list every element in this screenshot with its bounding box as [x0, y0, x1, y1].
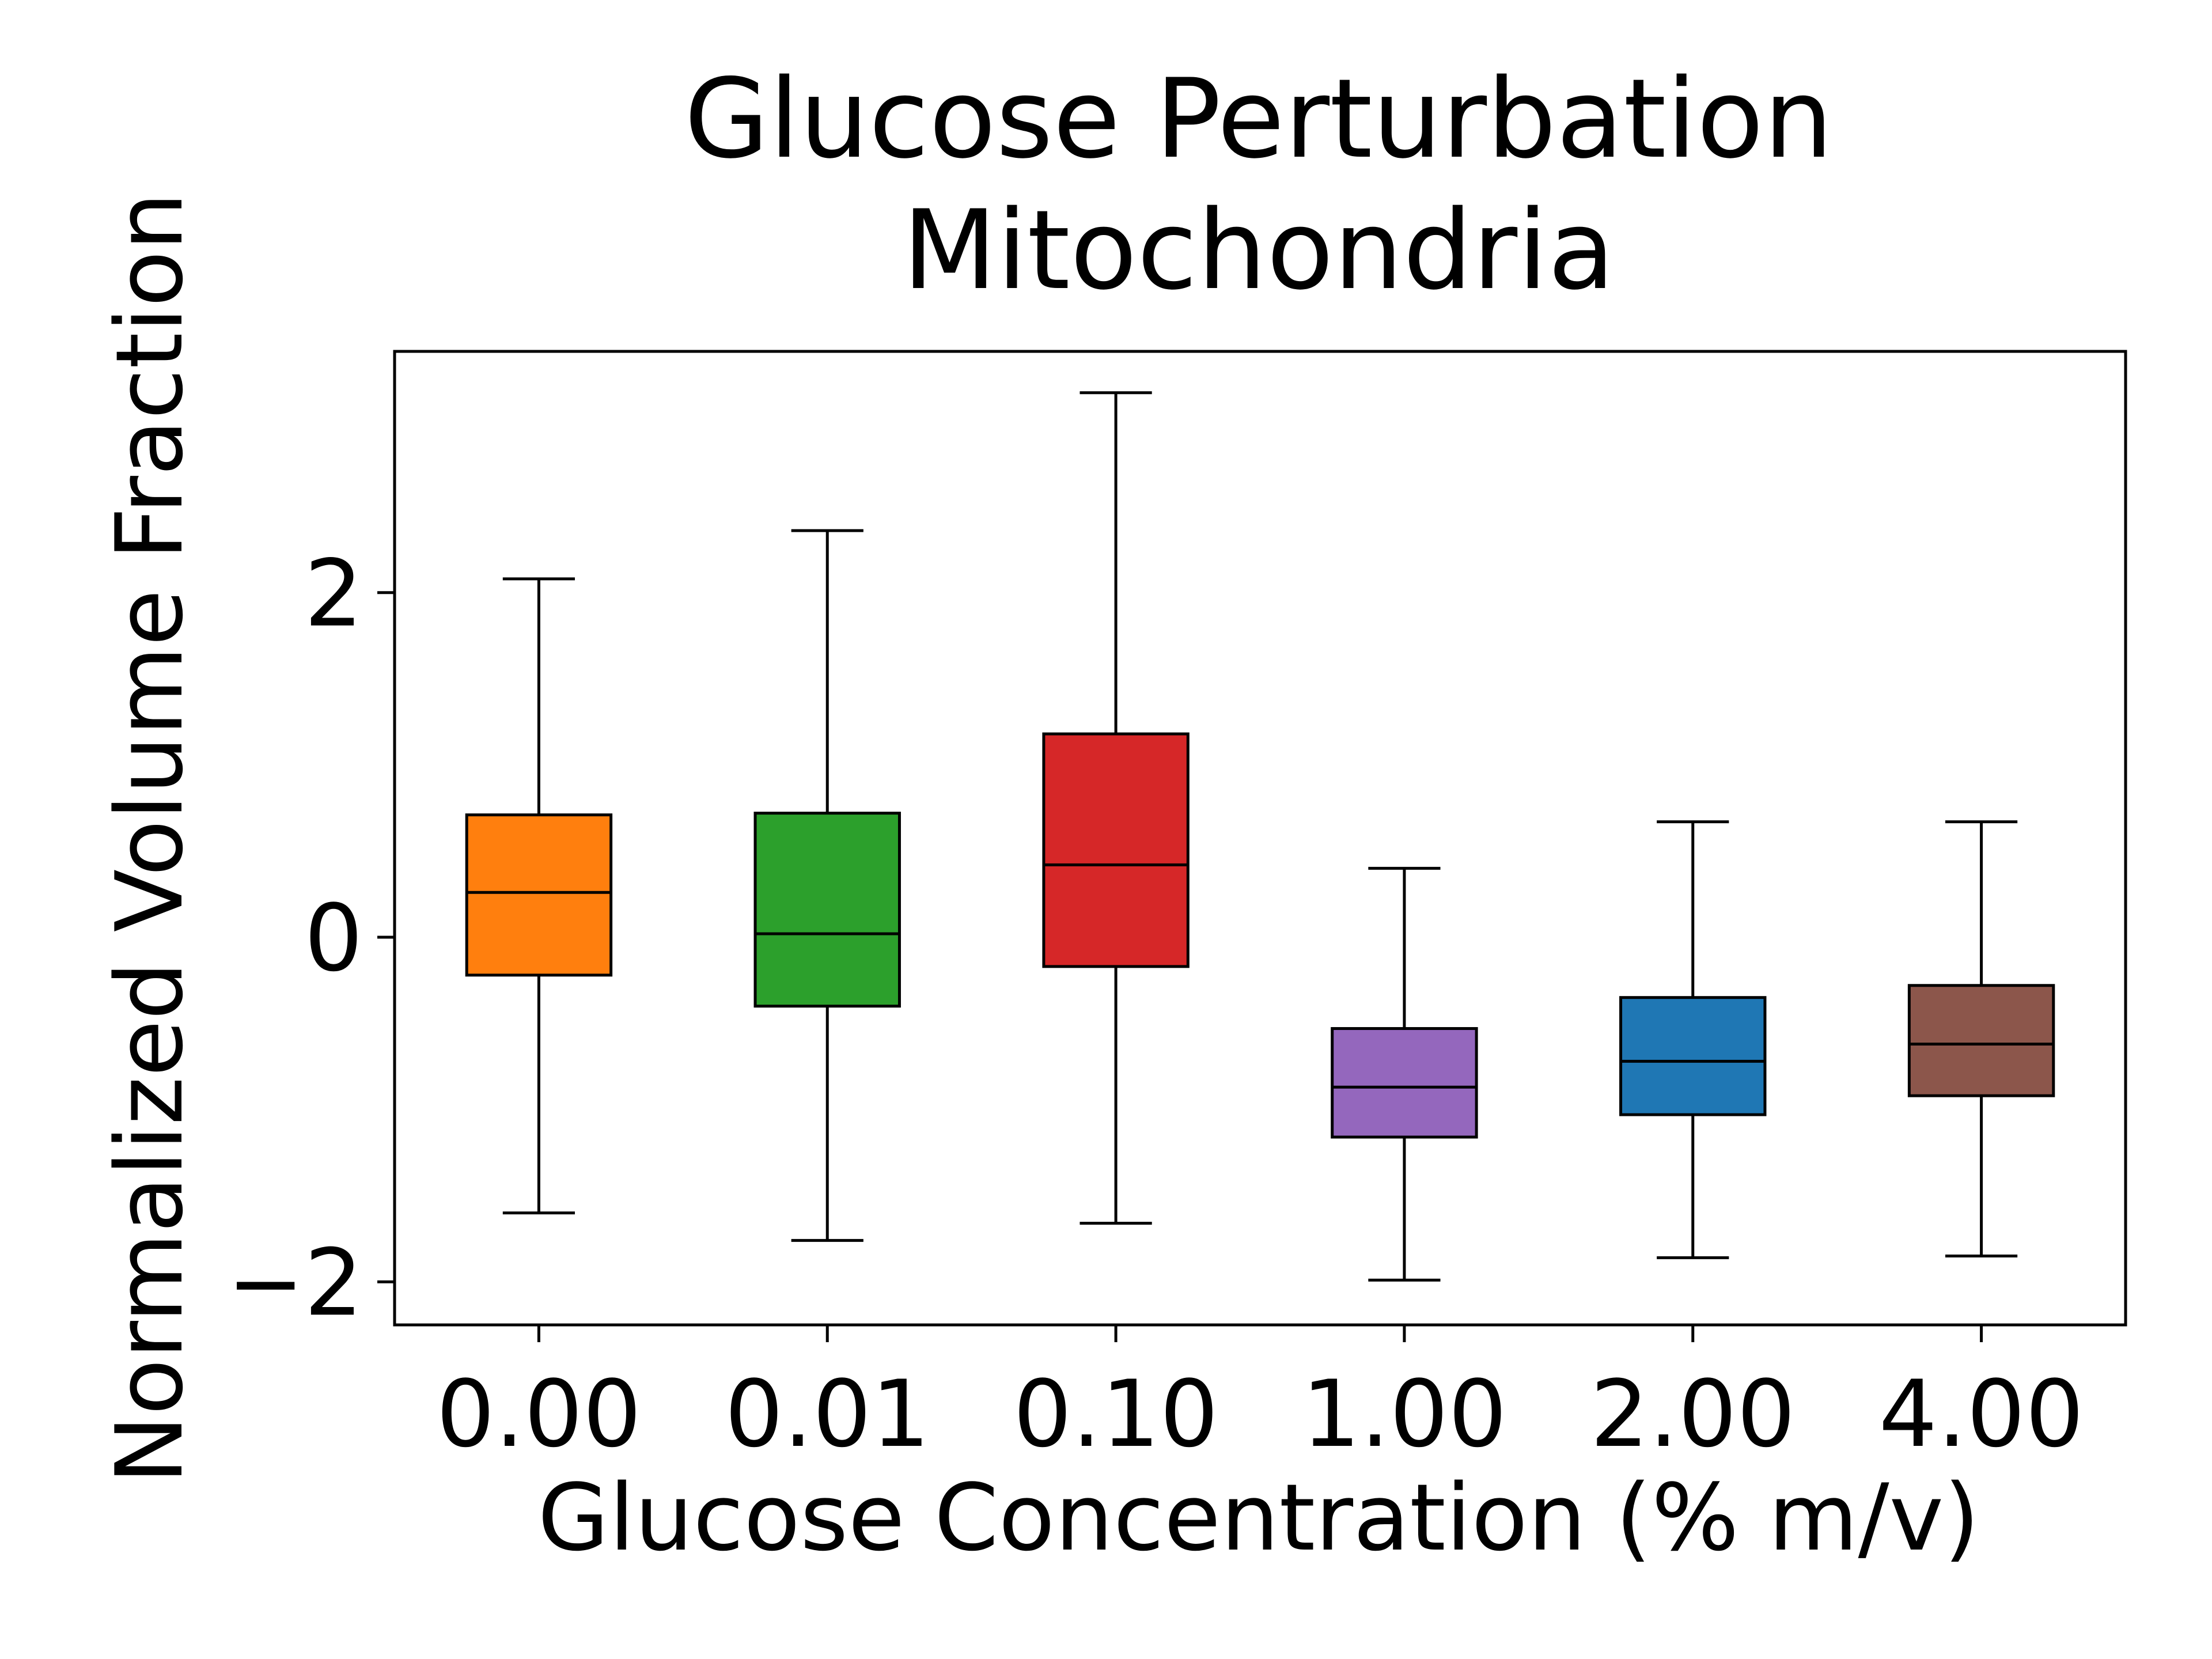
box-group-4: [1619, 820, 1767, 1259]
box: [465, 813, 613, 977]
x-tick-label: 0.10: [1013, 1360, 1218, 1468]
box-group-1: [753, 529, 901, 1242]
box-group-0: [465, 577, 613, 1215]
y-ticks: −2 0 2: [227, 540, 395, 1336]
x-axis-label: Glucose Concentration (% m/v): [537, 1464, 1979, 1571]
y-tick-label: 2: [304, 540, 363, 647]
boxes-layer: [465, 391, 2055, 1282]
box: [753, 812, 901, 1008]
x-ticks: 0.00 0.01 0.10 1.00 2.00 4.00: [436, 1325, 2084, 1468]
y-tick-label: −2: [227, 1229, 363, 1336]
box: [1907, 984, 2055, 1097]
y-axis-label: Normalized Volume Fraction: [96, 192, 203, 1484]
x-tick-label: 0.00: [436, 1360, 641, 1468]
box-group-2: [1042, 391, 1190, 1225]
plot-frame: [393, 350, 2127, 1327]
box-group-5: [1907, 820, 2055, 1257]
x-tick-label: 4.00: [1878, 1360, 2084, 1468]
x-tick-label: 0.01: [725, 1360, 930, 1468]
x-tick-label: 1.00: [1302, 1360, 1507, 1468]
y-tick-label: 0: [304, 884, 363, 992]
box: [1619, 996, 1767, 1116]
chart-title-line-1: Glucose Perturbation: [684, 55, 1833, 183]
chart-title-line-2: Mitochondria: [903, 187, 1615, 314]
box: [1042, 732, 1190, 968]
box-group-3: [1331, 866, 1478, 1282]
box: [1331, 1027, 1478, 1139]
x-tick-label: 2.00: [1590, 1360, 1796, 1468]
